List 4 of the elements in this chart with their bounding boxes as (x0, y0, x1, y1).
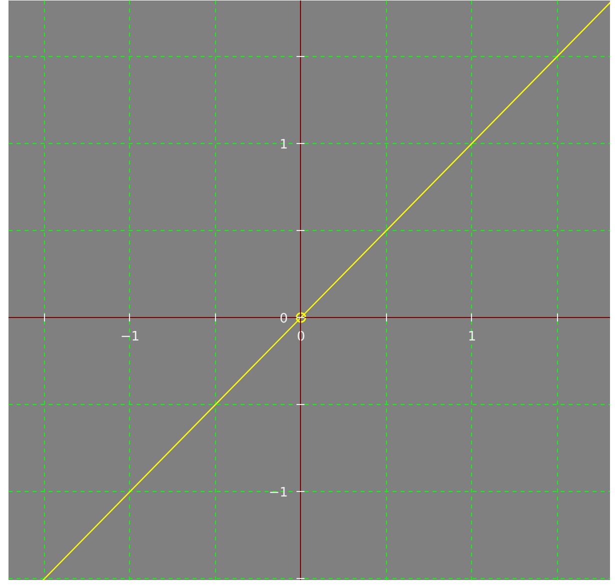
y-tick-label: −1 (268, 486, 288, 501)
x-tick-label: −1 (120, 329, 140, 344)
x-tick-label: 1 (468, 329, 476, 344)
y-tick-label: 1 (280, 137, 288, 152)
